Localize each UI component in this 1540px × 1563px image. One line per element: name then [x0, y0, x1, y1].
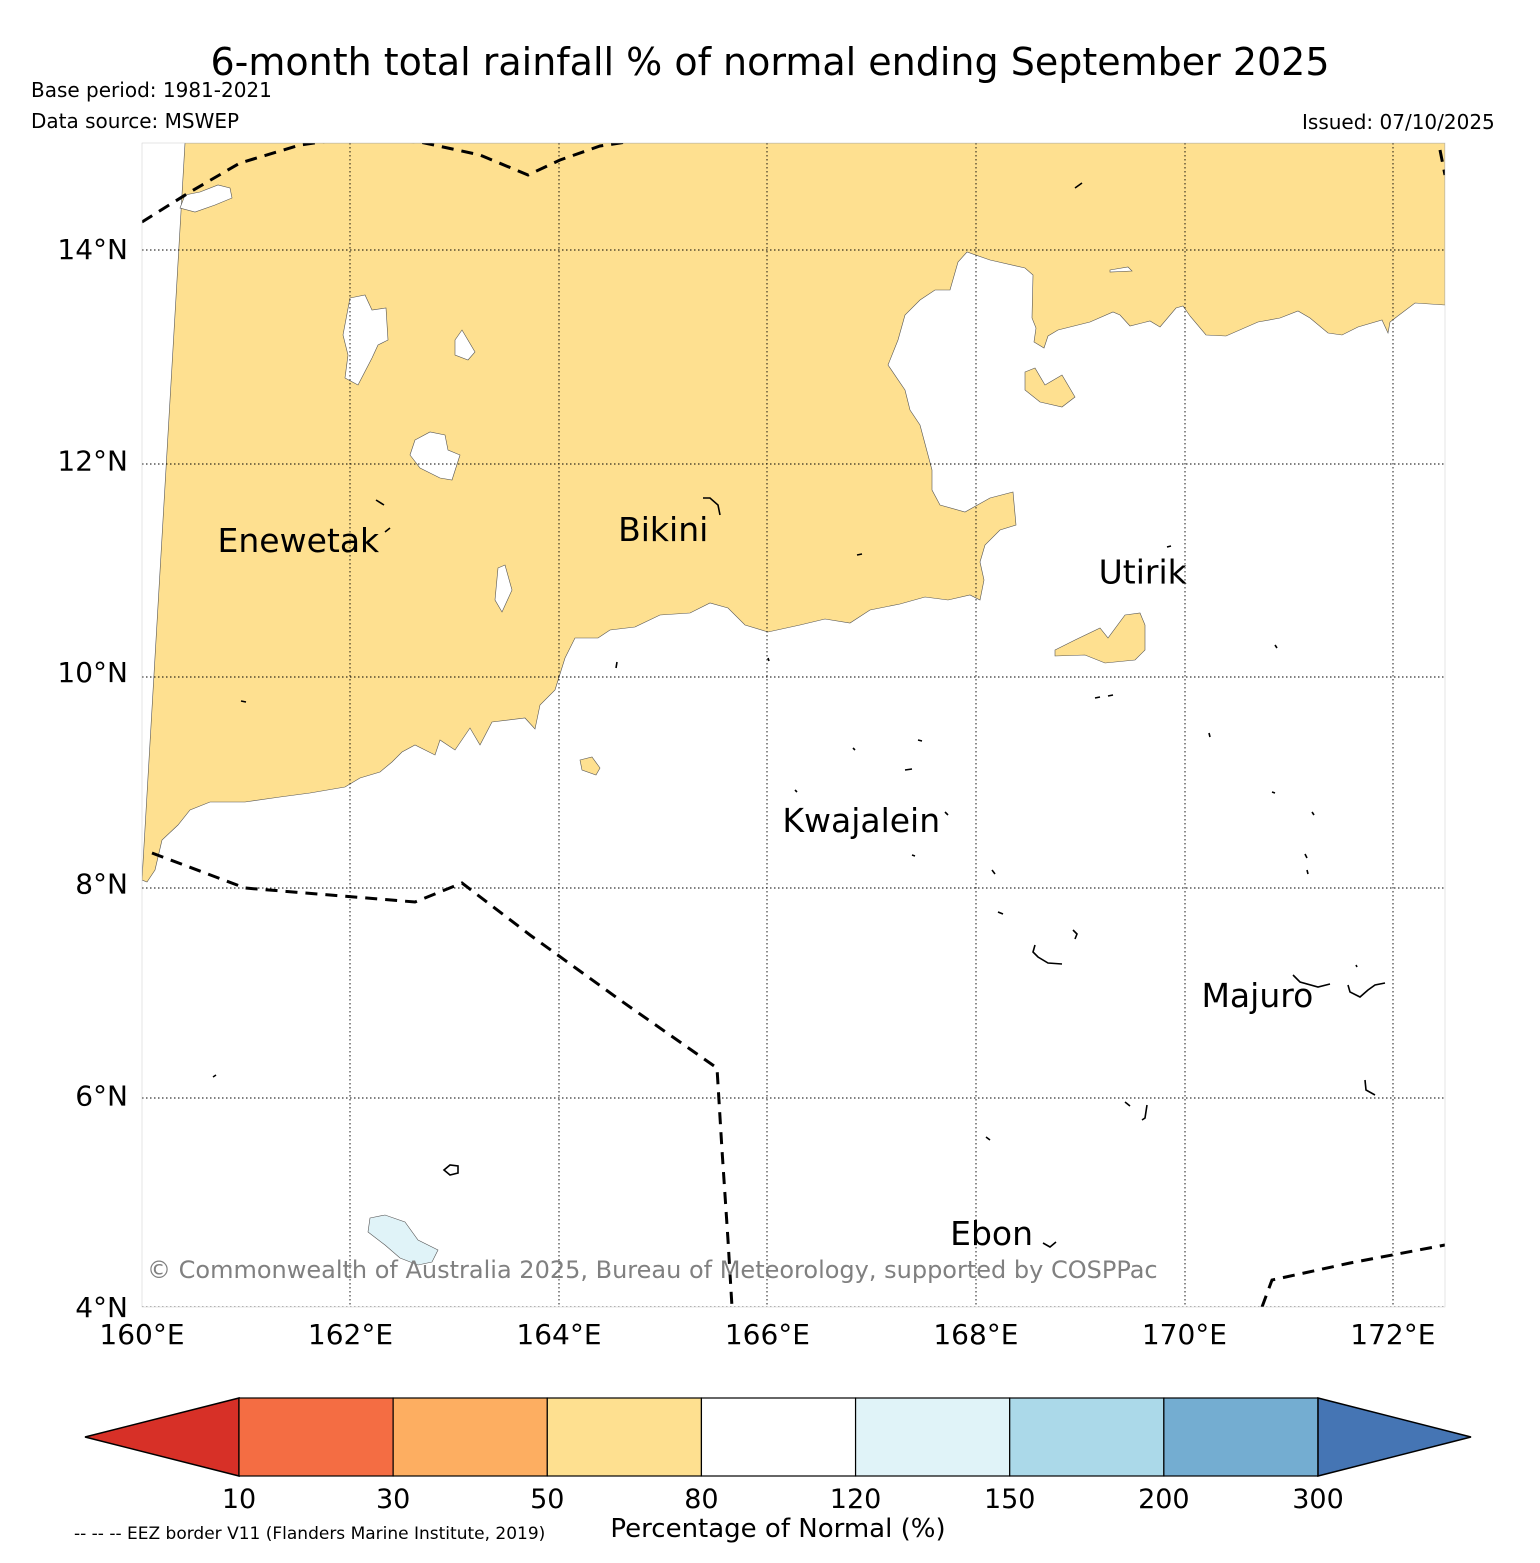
colorbar-bin [854, 1397, 1011, 1477]
lon-tick-label: 164°E [516, 1318, 601, 1351]
colorbar-label: Percentage of Normal (%) [610, 1514, 945, 1544]
lon-tick-label: 172°E [1350, 1318, 1435, 1351]
copyright-text: © Commonwealth of Australia 2025, Bureau… [147, 1256, 1158, 1284]
latitude-labels: 4°N 6°N 8°N 10°N 12°N 14°N [57, 233, 128, 1324]
colorbar: 10 30 50 80 120 150 200 300 Percentage of Norma… [84, 1397, 1472, 1544]
lat-tick-label: 8°N [75, 868, 128, 901]
colorbar-bin [1163, 1397, 1319, 1477]
colorbar-bin [238, 1397, 394, 1477]
lat-tick-label: 14°N [57, 233, 128, 266]
colorbar-tick-label: 10 [222, 1484, 256, 1515]
place-label-majuro: Majuro [1201, 976, 1313, 1015]
lon-tick-label: 160°E [99, 1318, 184, 1351]
graticule [142, 143, 1445, 1307]
colorbar-bin [392, 1397, 548, 1477]
colorbar-tick-label: 120 [830, 1484, 882, 1515]
lat-tick-label: 12°N [57, 444, 128, 477]
eez-border [142, 143, 1445, 1307]
colorbar-tick-label: 200 [1138, 1484, 1190, 1515]
dry-patch-2 [1024, 367, 1076, 408]
normal-patch-2 [454, 329, 476, 361]
place-label-kwajalein: Kwajalein [782, 801, 940, 840]
colorbar-bin [700, 1397, 857, 1477]
normal-patch-5 [179, 184, 233, 213]
colorbar-tick-label: 150 [984, 1484, 1036, 1515]
place-label-utirik: Utirik [1099, 553, 1188, 592]
lat-tick-label: 6°N [75, 1079, 128, 1112]
data-source: Data source: MSWEP [31, 109, 240, 133]
longitude-labels: 160°E 162°E 164°E 166°E 168°E 170°E 172°E [99, 1318, 1435, 1351]
colorbar-tick-label: 300 [1292, 1484, 1344, 1515]
lon-tick-label: 168°E [933, 1318, 1018, 1351]
base-period: Base period: 1981-2021 [31, 78, 272, 102]
place-label-bikini: Bikini [618, 510, 708, 549]
lat-tick-label: 10°N [57, 656, 128, 689]
map-frame [141, 142, 1446, 1308]
lat-tick-label: 4°N [75, 1291, 128, 1324]
place-label-enewetak: Enewetak [218, 521, 381, 560]
place-label-ebon: Ebon [950, 1214, 1033, 1253]
normal-patch-6 [1109, 266, 1133, 273]
lon-tick-label: 162°E [308, 1318, 393, 1351]
island-outlines [212, 182, 1386, 1248]
lon-tick-label: 166°E [725, 1318, 810, 1351]
map-title: 6-month total rainfall % of normal endin… [210, 40, 1330, 84]
issued-date: Issued: 07/10/2025 [1302, 110, 1495, 134]
dry-patch-utirik [1054, 612, 1146, 664]
colorbar-tick-label: 30 [376, 1484, 410, 1515]
normal-patch-4 [494, 564, 513, 613]
dry-patch-3 [579, 756, 601, 776]
normal-patch-3 [409, 431, 461, 481]
wet-patch [367, 1214, 439, 1266]
colorbar-bin [1009, 1397, 1165, 1477]
colorbar-tick-label: 50 [530, 1484, 564, 1515]
lon-tick-label: 170°E [1142, 1318, 1227, 1351]
colorbar-under-triangle [84, 1397, 240, 1477]
eez-note: -- -- -- EEZ border V11 (Flanders Marine… [74, 1524, 546, 1544]
colorbar-tick-label: 80 [684, 1484, 718, 1515]
colorbar-bin [546, 1397, 703, 1477]
place-labels: Enewetak Bikini Utirik Kwajalein Majuro Ebon [218, 510, 1314, 1253]
colorbar-over-triangle [1317, 1397, 1472, 1477]
dry-region-west [142, 143, 1445, 883]
normal-patch-1 [342, 294, 389, 386]
